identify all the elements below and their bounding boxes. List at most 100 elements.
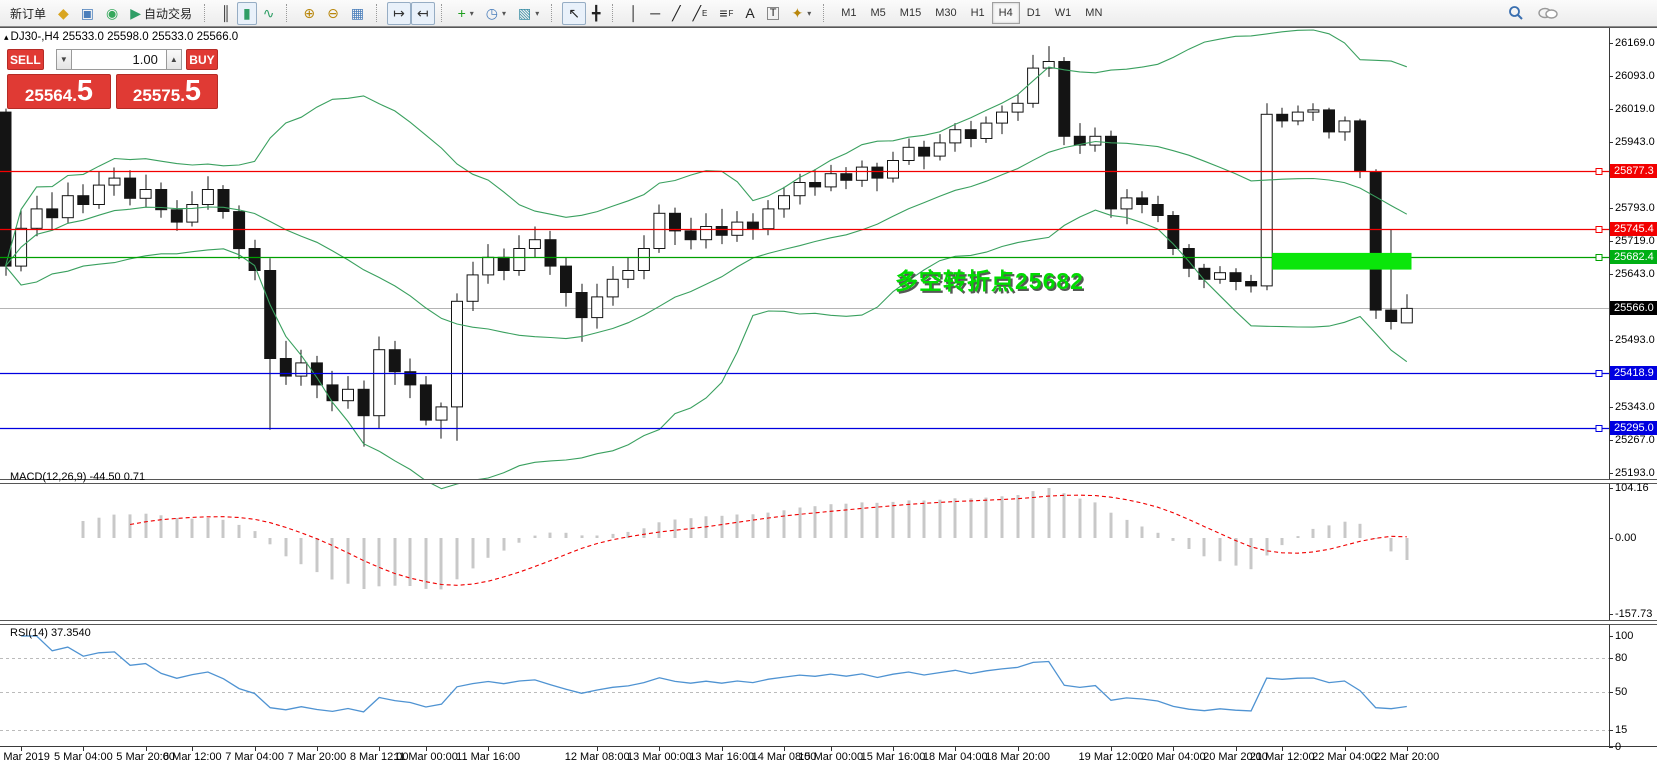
candle-body[interactable]	[762, 208, 775, 230]
candle-body[interactable]	[591, 296, 604, 319]
chart-shift-icon[interactable]: ↤	[410, 1, 435, 25]
candle-body[interactable]	[684, 230, 697, 241]
candle-body[interactable]	[77, 195, 90, 205]
cursor-icon[interactable]: ↖	[562, 1, 587, 25]
line-handle[interactable]	[1595, 370, 1603, 377]
candle-body[interactable]	[933, 142, 946, 157]
candle-body[interactable]	[1400, 307, 1413, 324]
candle-body[interactable]	[1136, 197, 1149, 205]
candle-body[interactable]	[1089, 135, 1102, 146]
timeframe-button-w1[interactable]: W1	[1054, 7, 1072, 19]
candle-body[interactable]	[1354, 120, 1367, 172]
candle-body[interactable]	[778, 195, 790, 210]
volume-decrease-button[interactable]: ▼	[55, 49, 71, 70]
candle-body[interactable]	[1323, 109, 1335, 133]
candle-body[interactable]	[1291, 111, 1304, 122]
vertical-line-icon[interactable]: │	[623, 2, 644, 25]
candle-body[interactable]	[949, 129, 962, 144]
horizontal-line-icon[interactable]: ─	[644, 2, 666, 25]
candle-body[interactable]	[902, 146, 915, 162]
candle-body[interactable]	[466, 274, 479, 302]
candle-body[interactable]	[1058, 61, 1071, 137]
search-icon[interactable]	[1508, 5, 1524, 21]
candle-body[interactable]	[233, 211, 246, 250]
candle-body[interactable]	[1276, 113, 1289, 122]
candle-body[interactable]	[248, 248, 261, 271]
candle-body[interactable]	[279, 358, 292, 377]
zoom-in-icon[interactable]: ⊕	[297, 2, 321, 25]
templates-icon[interactable]: ▧ ▾	[512, 2, 545, 25]
candle-body[interactable]	[170, 209, 183, 223]
text-label-icon[interactable]: T	[761, 2, 786, 25]
bar-chart-icon[interactable]: ║	[215, 2, 237, 25]
candle-body[interactable]	[715, 226, 728, 236]
candle-body[interactable]	[186, 204, 199, 223]
highlight-rectangle[interactable]	[1272, 252, 1412, 270]
volume-input[interactable]	[70, 49, 167, 70]
candle-body[interactable]	[1198, 267, 1211, 280]
price-tag[interactable]: 25566.0	[1610, 301, 1657, 316]
price-tag[interactable]: 25877.3	[1610, 164, 1657, 179]
candle-body[interactable]	[1385, 309, 1398, 323]
candle-body[interactable]	[575, 292, 588, 319]
candle-body[interactable]	[637, 248, 650, 271]
candle-body[interactable]	[918, 146, 931, 157]
candle-body[interactable]	[295, 362, 308, 377]
candle-body[interactable]	[840, 173, 853, 181]
candle-body[interactable]	[155, 189, 168, 211]
timeframe-button-m5[interactable]: M5	[870, 7, 886, 19]
arrows-icon[interactable]: ✦ ▾	[785, 2, 817, 25]
fibonacci-icon[interactable]: ≡ F	[719, 5, 734, 21]
timeframe-button-d1[interactable]: D1	[1026, 7, 1041, 19]
equidistant-channel-icon[interactable]: ╱ E	[692, 5, 708, 21]
candle-body[interactable]	[871, 166, 884, 179]
candle-body[interactable]	[980, 122, 993, 139]
candle-body[interactable]	[217, 189, 230, 212]
candle-body[interactable]	[528, 239, 541, 249]
candle-body[interactable]	[793, 182, 806, 197]
candle-body[interactable]	[653, 212, 666, 250]
line-handle[interactable]	[1595, 168, 1603, 175]
candle-body[interactable]	[264, 270, 277, 359]
candle-body[interactable]	[700, 226, 713, 241]
candle-body[interactable]	[124, 177, 137, 199]
candle-body[interactable]	[1369, 171, 1382, 311]
price-tag[interactable]: 25745.4	[1610, 222, 1657, 237]
candle-body[interactable]	[544, 239, 557, 267]
volume-increase-button[interactable]: ▲	[166, 49, 182, 70]
sell-price-display[interactable]: 25564. 5	[7, 74, 111, 109]
candle-body[interactable]	[513, 248, 526, 271]
tile-windows-icon[interactable]: ▦	[345, 2, 370, 25]
candle-body[interactable]	[0, 111, 12, 267]
candle-body[interactable]	[1214, 272, 1226, 280]
candle-body[interactable]	[139, 189, 152, 199]
price-tag[interactable]: 25418.9	[1610, 366, 1657, 381]
candle-body[interactable]	[404, 371, 417, 386]
buy-price-display[interactable]: 25575. 5	[115, 74, 218, 109]
crosshair-icon[interactable]: ╋	[586, 2, 606, 25]
timeframe-button-m1[interactable]: M1	[841, 7, 857, 19]
sell-button[interactable]: SELL	[7, 49, 44, 70]
new-order-button[interactable]: 新订单	[4, 2, 52, 25]
candle-body[interactable]	[996, 111, 1008, 124]
candle-body[interactable]	[1307, 109, 1320, 113]
candle-body[interactable]	[1338, 120, 1351, 133]
candle-body[interactable]	[388, 349, 401, 373]
candle-body[interactable]	[108, 177, 121, 186]
candle-body[interactable]	[419, 384, 432, 421]
candle-body[interactable]	[451, 300, 463, 408]
candlestick-chart-icon[interactable]: ▮	[236, 1, 257, 25]
candle-body[interactable]	[1120, 197, 1133, 210]
candle-body[interactable]	[887, 160, 899, 179]
candle-body[interactable]	[1042, 61, 1055, 69]
bb-upper-band-line[interactable]	[4, 29, 1407, 267]
candle-body[interactable]	[669, 212, 681, 232]
candle-body[interactable]	[1151, 204, 1164, 216]
candle-body[interactable]	[964, 129, 977, 139]
candle-body[interactable]	[435, 406, 448, 421]
new-chart-icon[interactable]: + ▾	[452, 2, 480, 25]
candle-body[interactable]	[855, 166, 868, 181]
price-tag[interactable]: 25295.0	[1610, 420, 1657, 435]
candle-body[interactable]	[482, 256, 495, 276]
zoom-out-icon[interactable]: ⊖	[321, 2, 345, 25]
